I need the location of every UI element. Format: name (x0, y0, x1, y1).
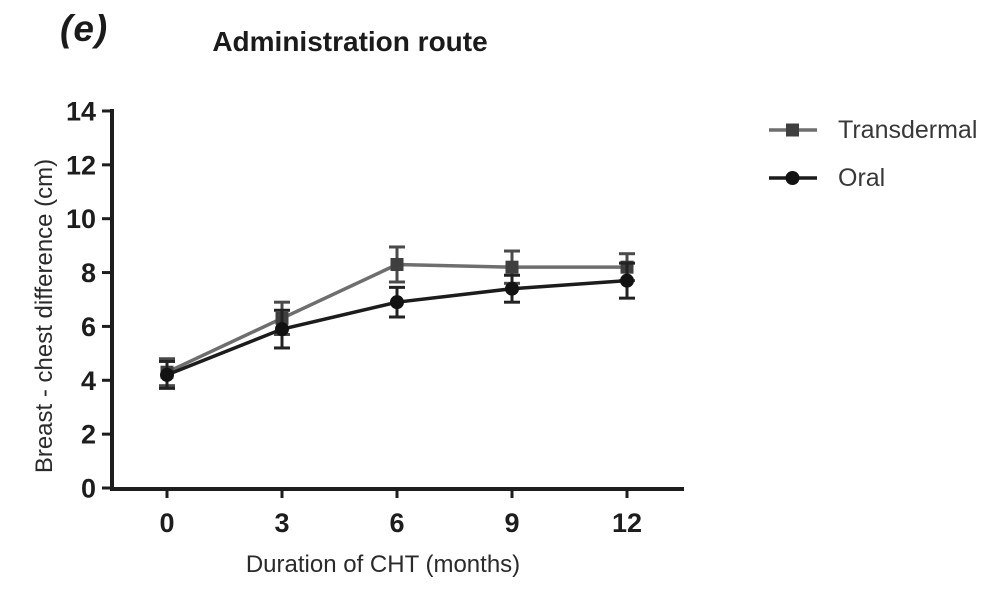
x-tick-label: 9 (504, 508, 519, 538)
oral-point-9 (505, 281, 519, 296)
y-tick-label: 14 (66, 96, 96, 126)
transdermal-point-9 (505, 260, 519, 274)
y-tick-label: 8 (81, 258, 96, 288)
series-oral (159, 261, 635, 390)
axes: 0 2 4 6 8 10 12 14 0 3 6 9 12 (66, 96, 684, 538)
transdermal-legend-marker (769, 123, 817, 137)
legend: Transdermal Oral (768, 113, 977, 209)
y-tick-label: 4 (81, 366, 96, 396)
oral-legend-marker (769, 171, 817, 185)
x-tick-label: 12 (612, 508, 642, 538)
legend-label-oral: Oral (838, 163, 886, 192)
legend-key-circle (785, 171, 800, 185)
legend-key-square (786, 123, 799, 137)
x-axis-title: Duration of CHT (months) (245, 551, 521, 578)
x-tick-label: 3 (274, 508, 289, 538)
y-tick-label: 12 (66, 150, 96, 180)
legend-item-transdermal: Transdermal (768, 113, 977, 147)
y-tick-label: 6 (81, 312, 96, 342)
y-tick-label: 10 (66, 204, 96, 234)
oral-point-6 (390, 295, 404, 310)
legend-label-transdermal: Transdermal (838, 115, 978, 144)
transdermal-point-6 (390, 257, 404, 271)
x-tick-label: 6 (389, 508, 404, 538)
legend-item-oral: Oral (768, 161, 977, 195)
y-tick-label: 0 (81, 474, 96, 504)
x-tick-label: 0 (159, 508, 174, 538)
y-tick-label: 2 (81, 420, 96, 450)
chart-title: Administration route (212, 26, 488, 57)
oral-point-3 (275, 322, 289, 337)
oral-point-0 (160, 367, 174, 382)
oral-point-12 (620, 273, 634, 288)
panel-label: (e) (60, 8, 109, 49)
